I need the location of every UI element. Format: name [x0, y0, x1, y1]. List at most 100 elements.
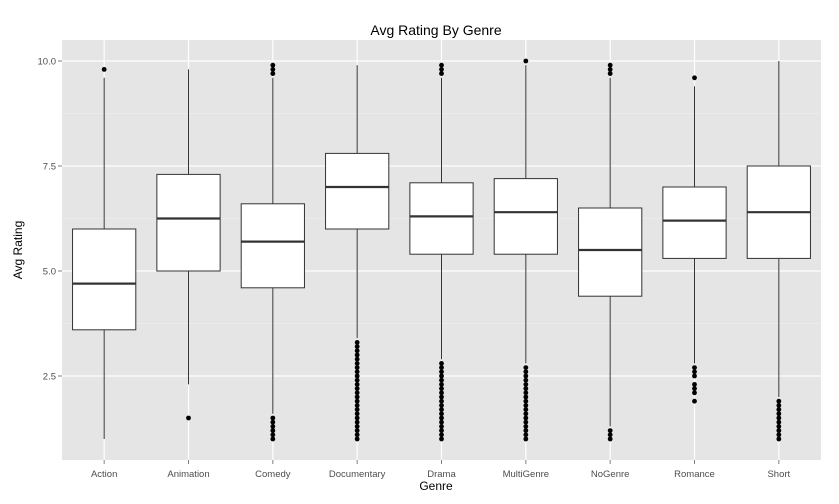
- outlier-point: [523, 398, 529, 404]
- outlier-point: [354, 390, 360, 396]
- outlier-point: [523, 377, 529, 383]
- outlier-point: [439, 403, 444, 408]
- outlier-point: [523, 365, 529, 370]
- box-animation: [156, 69, 221, 421]
- outlier-point: [439, 382, 444, 387]
- box-comedy: [240, 62, 305, 442]
- outlier-point: [692, 75, 697, 81]
- outlier-point: [776, 407, 782, 412]
- x-tick-label: Romance: [674, 469, 715, 480]
- outlier-point: [523, 373, 529, 379]
- box-nogenre: [578, 62, 643, 442]
- outlier-point: [354, 348, 360, 354]
- outlier-point: [270, 71, 276, 76]
- outlier-point: [776, 428, 782, 433]
- outlier-point: [354, 403, 360, 408]
- outlier-point: [692, 382, 697, 387]
- outlier-point: [439, 428, 444, 433]
- outlier-point: [354, 428, 360, 433]
- x-tick-label: NoGenre: [591, 469, 630, 480]
- box-action: [72, 67, 137, 439]
- box-drama: [409, 62, 474, 442]
- outlier-point: [354, 365, 360, 370]
- box-romance: [662, 75, 727, 404]
- outlier-point: [354, 394, 360, 400]
- outlier-point: [354, 344, 360, 349]
- outlier-point: [354, 424, 360, 429]
- y-tick-label: 7.5: [43, 162, 56, 173]
- outlier-point: [270, 62, 276, 68]
- iqr-box: [240, 203, 305, 289]
- x-axis-label: Genre: [419, 479, 453, 493]
- iqr-box: [156, 173, 221, 272]
- outlier-point: [607, 67, 613, 72]
- outlier-point: [523, 382, 529, 387]
- outlier-point: [523, 390, 529, 396]
- y-tick-label: 2.5: [43, 372, 56, 383]
- outlier-point: [523, 411, 529, 417]
- outlier-point: [354, 436, 360, 442]
- outlier-point: [776, 424, 782, 429]
- outlier-point: [354, 386, 360, 391]
- iqr-box: [578, 207, 643, 297]
- outlier-point: [270, 428, 276, 433]
- box-documentary: [325, 65, 390, 442]
- outlier-point: [354, 411, 360, 417]
- iqr-box: [409, 182, 474, 255]
- outlier-point: [523, 394, 529, 400]
- outlier-point: [439, 71, 444, 76]
- outlier-point: [523, 424, 529, 429]
- box-short: [746, 61, 811, 442]
- outlier-point: [439, 386, 444, 391]
- x-tick-label: MultiGenre: [503, 469, 549, 480]
- x-tick-label: Comedy: [255, 469, 291, 480]
- iqr-box: [493, 178, 558, 255]
- outlier-point: [692, 365, 697, 370]
- outlier-point: [354, 361, 360, 366]
- iqr-box: [662, 186, 727, 259]
- x-tick-label: Short: [767, 469, 790, 480]
- box-multigenre: [493, 58, 558, 442]
- outlier-point: [607, 432, 613, 438]
- outlier-point: [439, 411, 444, 417]
- outlier-point: [776, 398, 782, 404]
- outlier-point: [607, 436, 613, 442]
- outlier-point: [354, 369, 360, 375]
- x-tick-label: Drama: [427, 469, 456, 480]
- outlier-point: [692, 369, 697, 375]
- outlier-point: [607, 62, 613, 68]
- iqr-box: [72, 228, 137, 331]
- outlier-point: [354, 398, 360, 404]
- outlier-point: [354, 432, 360, 438]
- outlier-point: [523, 386, 529, 391]
- y-axis-ticks: 2.5 5.0 7.5 10.0: [38, 57, 62, 383]
- outlier-point: [692, 390, 697, 396]
- box-series: [72, 58, 811, 442]
- chart-title: Avg Rating By Genre: [370, 22, 501, 38]
- outlier-point: [270, 432, 276, 438]
- outlier-point: [692, 398, 697, 404]
- outlier-point: [439, 361, 444, 366]
- outlier-point: [776, 432, 782, 438]
- outlier-point: [354, 415, 360, 421]
- outlier-point: [354, 382, 360, 387]
- outlier-point: [439, 432, 444, 438]
- outlier-point: [523, 403, 529, 408]
- outlier-point: [439, 394, 444, 400]
- outlier-point: [776, 436, 782, 442]
- outlier-point: [776, 403, 782, 408]
- outlier-point: [270, 419, 276, 425]
- outlier-point: [270, 67, 276, 72]
- outlier-point: [439, 67, 444, 72]
- outlier-point: [692, 373, 697, 379]
- outlier-point: [439, 377, 444, 383]
- outlier-point: [354, 407, 360, 412]
- outlier-point: [776, 415, 782, 421]
- x-axis-ticks: Action Animation Comedy Documentary Drama Mul…: [91, 460, 791, 480]
- outlier-point: [523, 428, 529, 433]
- outlier-point: [439, 373, 444, 379]
- outlier-point: [354, 356, 360, 362]
- x-tick-label: Action: [91, 469, 117, 480]
- x-tick-label: Documentary: [329, 469, 386, 480]
